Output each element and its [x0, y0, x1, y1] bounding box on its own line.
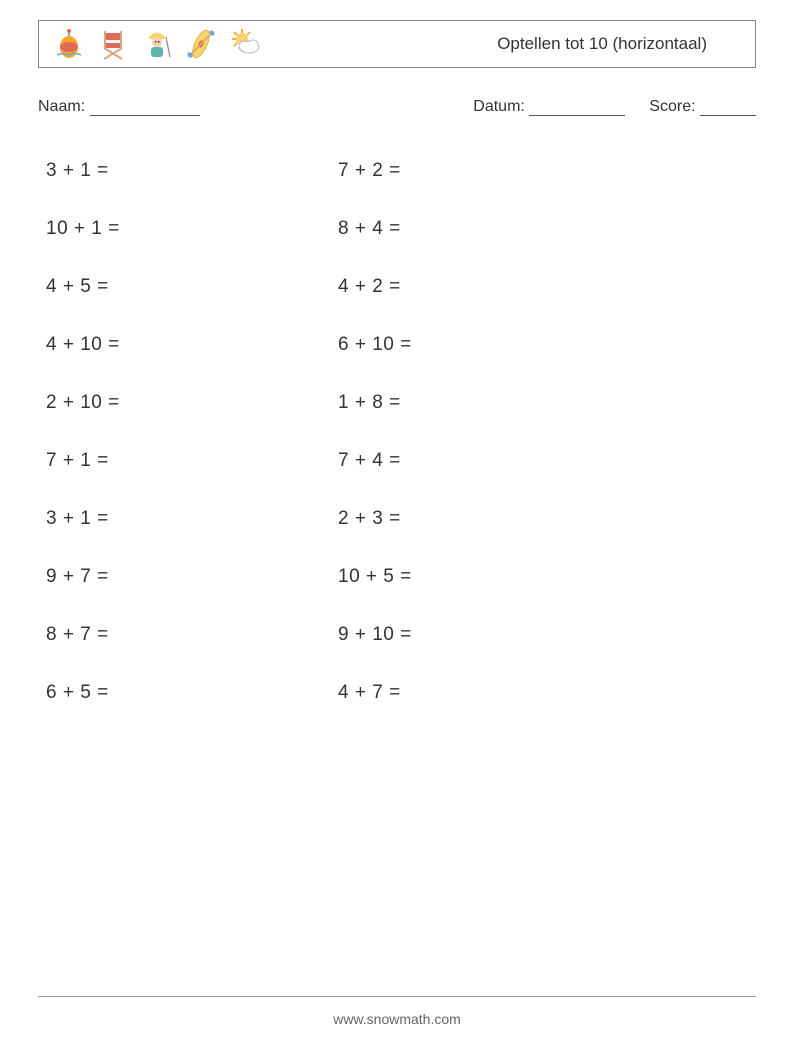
problems-column-right: 7 + 2 = 8 + 4 = 4 + 2 = 6 + 10 = 1 + 8 = 7 + … [338, 160, 412, 704]
problem: 8 + 7 = [46, 624, 338, 646]
problem: 7 + 2 = [338, 160, 412, 182]
sun-cloud-icon [227, 26, 263, 62]
score-field: Score: [649, 98, 756, 116]
fisherman-icon [139, 26, 175, 62]
director-chair-icon [95, 26, 131, 62]
header-icons [51, 26, 263, 62]
date-blank[interactable] [529, 98, 625, 116]
problem: 9 + 7 = [46, 566, 338, 588]
problems-column-left: 3 + 1 = 10 + 1 = 4 + 5 = 4 + 10 = 2 + 10 = 7 … [38, 160, 338, 704]
kayak-icon [183, 26, 219, 62]
problem: 4 + 7 = [338, 682, 412, 704]
problem: 2 + 10 = [46, 392, 338, 414]
footer-divider [38, 996, 756, 997]
problem: 10 + 5 = [338, 566, 412, 588]
info-row: Naam: Datum: Score: [38, 98, 756, 116]
score-label: Score: [649, 98, 695, 115]
name-field: Naam: [38, 98, 200, 116]
problem: 7 + 4 = [338, 450, 412, 472]
problem: 9 + 10 = [338, 624, 412, 646]
problem: 4 + 10 = [46, 334, 338, 356]
problem: 6 + 5 = [46, 682, 338, 704]
fishing-buoy-icon [51, 26, 87, 62]
problem: 7 + 1 = [46, 450, 338, 472]
problem: 4 + 2 = [338, 276, 412, 298]
problem: 2 + 3 = [338, 508, 412, 530]
name-blank[interactable] [90, 98, 200, 116]
problem: 1 + 8 = [338, 392, 412, 414]
problem: 3 + 1 = [46, 508, 338, 530]
problem: 10 + 1 = [46, 218, 338, 240]
problem: 3 + 1 = [46, 160, 338, 182]
footer-text: www.snowmath.com [0, 1011, 794, 1027]
problem: 4 + 5 = [46, 276, 338, 298]
score-blank[interactable] [700, 98, 756, 116]
name-label: Naam: [38, 98, 85, 115]
problems-area: 3 + 1 =10 + 1 =4 + 5 =4 + 10 =2 + 10 =7 … [38, 160, 756, 704]
date-label: Datum: [473, 98, 525, 115]
worksheet-header: Optellen tot 10 (horizontaal) [38, 20, 756, 68]
worksheet-title: Optellen tot 10 (horizontaal) [497, 34, 707, 54]
problem: 8 + 4 = [338, 218, 412, 240]
problem: 6 + 10 = [338, 334, 412, 356]
date-field: Datum: [473, 98, 625, 116]
